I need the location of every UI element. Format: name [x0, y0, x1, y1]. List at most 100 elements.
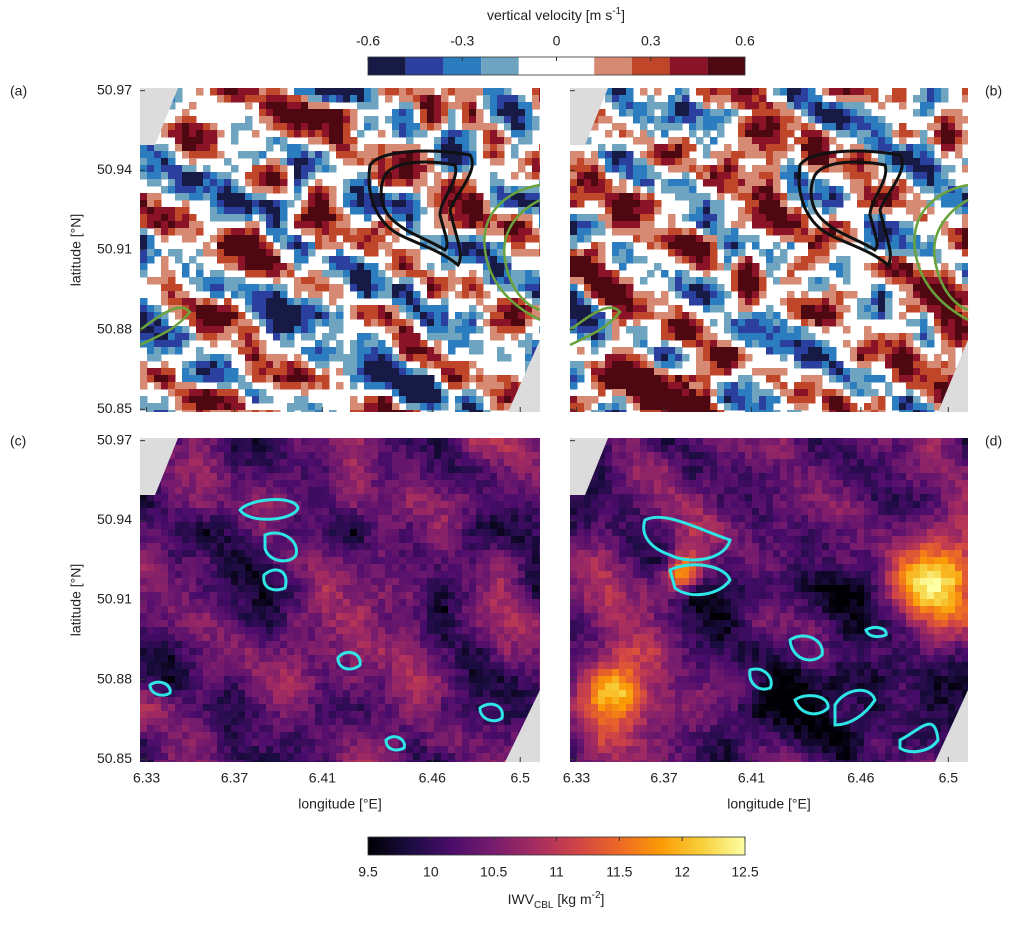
field-cell	[745, 319, 753, 327]
field-cell	[633, 340, 641, 348]
field-cell	[710, 207, 718, 215]
field-cell	[154, 319, 162, 327]
field-cell	[322, 487, 330, 495]
field-cell	[871, 389, 879, 397]
field-cell	[532, 95, 540, 103]
field-cell	[280, 536, 288, 544]
field-cell	[871, 410, 879, 412]
field-cell	[392, 508, 400, 516]
field-cell	[231, 179, 239, 187]
field-cell	[420, 270, 428, 278]
field-cell	[703, 242, 711, 250]
field-cell	[322, 102, 330, 110]
field-cell	[448, 242, 456, 250]
field-cell	[364, 361, 372, 369]
field-cell	[399, 165, 407, 173]
field-cell	[231, 550, 239, 558]
field-cell	[385, 326, 393, 334]
field-cell	[448, 165, 456, 173]
field-cell	[815, 298, 823, 306]
field-cell	[357, 270, 365, 278]
field-cell	[871, 130, 879, 138]
field-cell	[591, 179, 599, 187]
field-cell	[364, 403, 372, 411]
field-cell	[175, 249, 183, 257]
field-cell	[259, 312, 267, 320]
field-cell	[504, 445, 512, 453]
field-cell	[766, 172, 774, 180]
field-cell	[941, 116, 949, 124]
field-cell	[899, 284, 907, 292]
field-cell	[504, 501, 512, 509]
field-cell	[633, 354, 641, 362]
field-cell	[738, 389, 746, 397]
field-cell	[280, 116, 288, 124]
field-cell	[420, 312, 428, 320]
field-cell	[252, 165, 260, 173]
field-cell	[385, 508, 393, 516]
field-cell	[406, 193, 414, 201]
field-cell	[210, 186, 218, 194]
field-cell	[231, 368, 239, 376]
field-cell	[371, 382, 379, 390]
field-cell	[525, 186, 533, 194]
field-cell	[350, 144, 358, 152]
field-cell	[175, 207, 183, 215]
field-cell	[196, 550, 204, 558]
field-cell	[525, 158, 533, 166]
field-cell	[399, 522, 407, 530]
field-cell	[871, 95, 879, 103]
field-cell	[161, 487, 169, 495]
field-cell	[780, 340, 788, 348]
field-cell	[329, 88, 337, 96]
field-cell	[885, 228, 893, 236]
field-cell	[941, 312, 949, 320]
field-cell	[654, 207, 662, 215]
field-cell	[584, 158, 592, 166]
field-cell	[927, 291, 935, 299]
field-cell	[864, 263, 872, 271]
field-cell	[322, 123, 330, 131]
field-cell	[245, 494, 253, 502]
field-cell	[280, 564, 288, 572]
field-cell	[525, 151, 533, 159]
field-cell	[203, 298, 211, 306]
field-cell	[476, 452, 484, 460]
field-cell	[511, 333, 519, 341]
field-cell	[301, 473, 309, 481]
field-cell	[322, 200, 330, 208]
field-cell	[780, 277, 788, 285]
field-cell	[640, 214, 648, 222]
field-cell	[675, 137, 683, 145]
field-cell	[745, 403, 753, 411]
field-cell	[315, 529, 323, 537]
field-cell	[794, 102, 802, 110]
field-cell	[462, 480, 470, 488]
field-cell	[329, 123, 337, 131]
field-cell	[752, 130, 760, 138]
field-cell	[469, 438, 477, 446]
field-cell	[689, 375, 697, 383]
field-cell	[455, 200, 463, 208]
field-cell	[434, 221, 442, 229]
field-cell	[598, 214, 606, 222]
field-cell	[539, 242, 540, 250]
field-cell	[850, 368, 858, 376]
field-cell	[336, 487, 344, 495]
field-cell	[731, 186, 739, 194]
field-cell	[490, 214, 498, 222]
field-cell	[175, 179, 183, 187]
field-cell	[483, 319, 491, 327]
field-cell	[441, 536, 449, 544]
field-cell	[850, 410, 858, 412]
field-cell	[640, 151, 648, 159]
field-cell	[385, 438, 393, 446]
field-cell	[577, 347, 585, 355]
field-cell	[301, 200, 309, 208]
field-cell	[787, 396, 795, 404]
field-cell	[154, 172, 162, 180]
field-cell	[696, 396, 704, 404]
field-cell	[899, 410, 907, 412]
field-cell	[591, 382, 599, 390]
field-cell	[829, 347, 837, 355]
